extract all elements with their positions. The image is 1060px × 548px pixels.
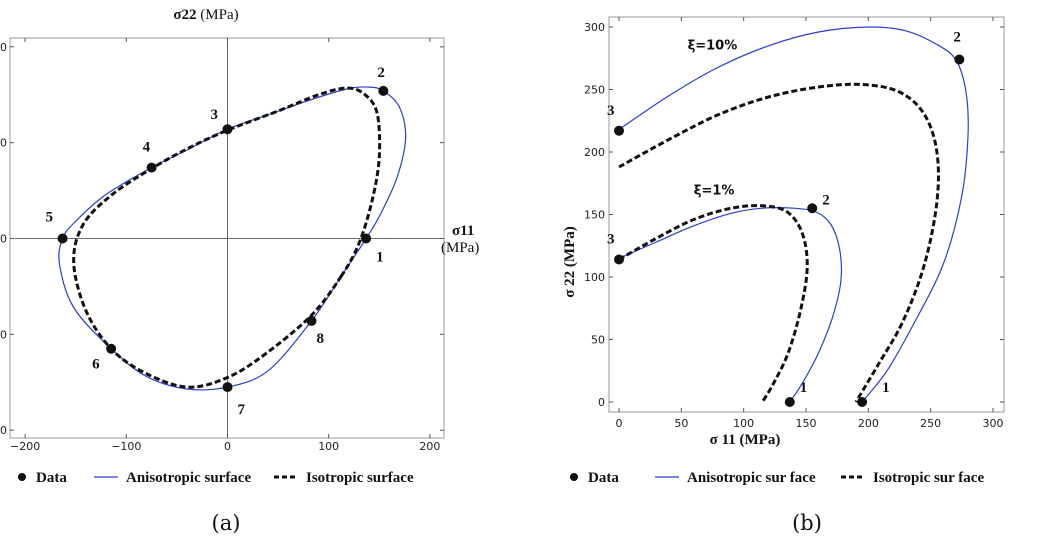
legend-entry-data: Data xyxy=(588,470,619,486)
panel-b-strain-label: ξ=10% xyxy=(688,39,738,54)
legend-entry-data: Data xyxy=(36,470,67,486)
panel-a-data-point xyxy=(378,85,389,96)
panel-b-point-label: 2 xyxy=(953,30,961,46)
panel-a-data-point xyxy=(57,233,68,244)
panel-a-point-label: 1 xyxy=(376,250,384,266)
panel-b-xtick-label: 150 xyxy=(796,417,817,430)
panel-b-point-label: 1 xyxy=(800,380,808,396)
panel-b-xlabel: σ 11 (MPa) xyxy=(710,432,781,448)
legend-data-marker xyxy=(18,473,26,481)
legend-entry-anisotropic-sur-face: Anisotropic sur face xyxy=(687,470,816,486)
panel-b-legend: Data Anisotropic sur face Isotropic sur fa… xyxy=(570,470,984,486)
panel-b-annotations: ξ=10% ξ=1% xyxy=(688,39,738,199)
panel-b-ylabel: σ 22 (MPa) xyxy=(562,226,578,297)
panel-b-frame xyxy=(608,16,1005,413)
panel-a-ytick-label: 0 xyxy=(0,233,7,246)
panel-b-point-label: 2 xyxy=(822,192,830,208)
panel-a-xtick-label: 100 xyxy=(318,440,339,453)
panel-b-ytick-label: 200 xyxy=(584,146,605,159)
panel-a-xtick-label: −200 xyxy=(10,440,40,453)
panel-a-ytick-label: 200 xyxy=(0,41,7,54)
panel-a-point-label: 2 xyxy=(377,65,385,81)
panel-a-point-label: 5 xyxy=(46,210,54,226)
panel-a-data-point xyxy=(306,315,317,326)
panel-b-data-point xyxy=(807,203,818,214)
panel-b-caption: (b) xyxy=(792,511,822,535)
panel-b-strain-label: ξ=1% xyxy=(694,184,735,199)
panel-a-legend: Data Anisotropic surface Isotropic surface xyxy=(18,470,414,486)
panel-b-point-label: 3 xyxy=(607,103,615,119)
panel-a-xlabel: σ11 xyxy=(452,223,474,239)
panel-a-xtick-label: 0 xyxy=(224,440,231,453)
panel-b-data-point xyxy=(857,397,868,407)
panel-b-ytick-label: 0 xyxy=(598,396,605,409)
panel-b-ytick-label: 300 xyxy=(584,21,605,34)
legend-entry-isotropic-surface: Isotropic surface xyxy=(306,470,414,486)
panel-b-points: 3 2 1 3 2 1 xyxy=(607,30,965,407)
panel-b-data-point xyxy=(954,54,965,65)
panel-b-point-label: 3 xyxy=(607,232,615,248)
panel-b-anisotropic-surface-curve xyxy=(618,26,969,403)
panel-b-xtick-label: 300 xyxy=(983,417,1004,430)
panel-b-point-label: 1 xyxy=(882,380,890,396)
panel-b-anisotropic-surface-curve xyxy=(618,207,843,403)
panel-a-ylabel: σ22 (MPa) xyxy=(173,7,238,23)
panel-b-xtick-label: 100 xyxy=(733,417,754,430)
panel-b-xtick-label: 50 xyxy=(674,417,688,430)
panel-b-series xyxy=(618,26,969,403)
panel-a-data-point xyxy=(106,343,117,354)
panel-b-ytick-label: 150 xyxy=(584,209,605,222)
panel-b-data-point xyxy=(614,125,624,136)
panel-a-data-point xyxy=(146,162,157,173)
panel-b-xtick-label: 250 xyxy=(920,417,941,430)
panel-b: 0 50 100 150 200 250 300 0 50 100 150 200 250 300 3 2 1… xyxy=(562,16,1005,535)
panel-a-xlabel-unit: (MPa) xyxy=(441,240,479,256)
panel-b-ticks: 0 50 100 150 200 250 300 0 50 100 150 200 250 300 xyxy=(584,17,1004,430)
panel-a-point-label: 7 xyxy=(238,402,246,418)
panel-b-data-point xyxy=(784,397,795,407)
panel-a-ytick-label: 100 xyxy=(0,137,7,150)
panel-b-data-point xyxy=(614,254,624,265)
panel-b-ytick-label: 50 xyxy=(591,334,605,347)
legend-entry-isotropic-sur-face: Isotropic sur face xyxy=(873,470,984,486)
panel-a-xtick-label: 200 xyxy=(419,440,440,453)
panel-a-data-point xyxy=(222,382,233,393)
panel-a-data-point xyxy=(222,124,233,135)
panel-b-isotropic-surface-curve xyxy=(618,82,940,403)
panel-b-xtick-label: 200 xyxy=(858,417,879,430)
panel-b-ytick-label: 250 xyxy=(584,84,605,97)
panel-a-point-label: 8 xyxy=(316,331,324,347)
legend-data-marker xyxy=(570,473,578,481)
panel-a-ytick-label: −100 xyxy=(0,328,7,341)
panel-a-ticks: −200 −100 0 100 200 −200 −100 0 100 200 xyxy=(0,38,444,453)
panel-a-point-label: 6 xyxy=(92,357,100,373)
panel-a-data-point xyxy=(361,233,372,244)
legend-entry-anisotropic-surface: Anisotropic surface xyxy=(126,470,251,486)
panel-a-caption: (a) xyxy=(212,511,241,535)
panel-b-isotropic-surface-curve xyxy=(618,204,809,403)
panel-a-point-label: 4 xyxy=(143,140,151,156)
panel-a-point-label: 3 xyxy=(211,107,219,123)
panel-a-ytick-label: −200 xyxy=(0,424,7,437)
panel-a-xtick-label: −100 xyxy=(111,440,141,453)
panel-a-points: 1 2 3 4 5 6 7 8 xyxy=(46,65,389,418)
panel-b-xtick-label: 0 xyxy=(616,417,623,430)
panel-b-ytick-label: 100 xyxy=(584,271,605,284)
